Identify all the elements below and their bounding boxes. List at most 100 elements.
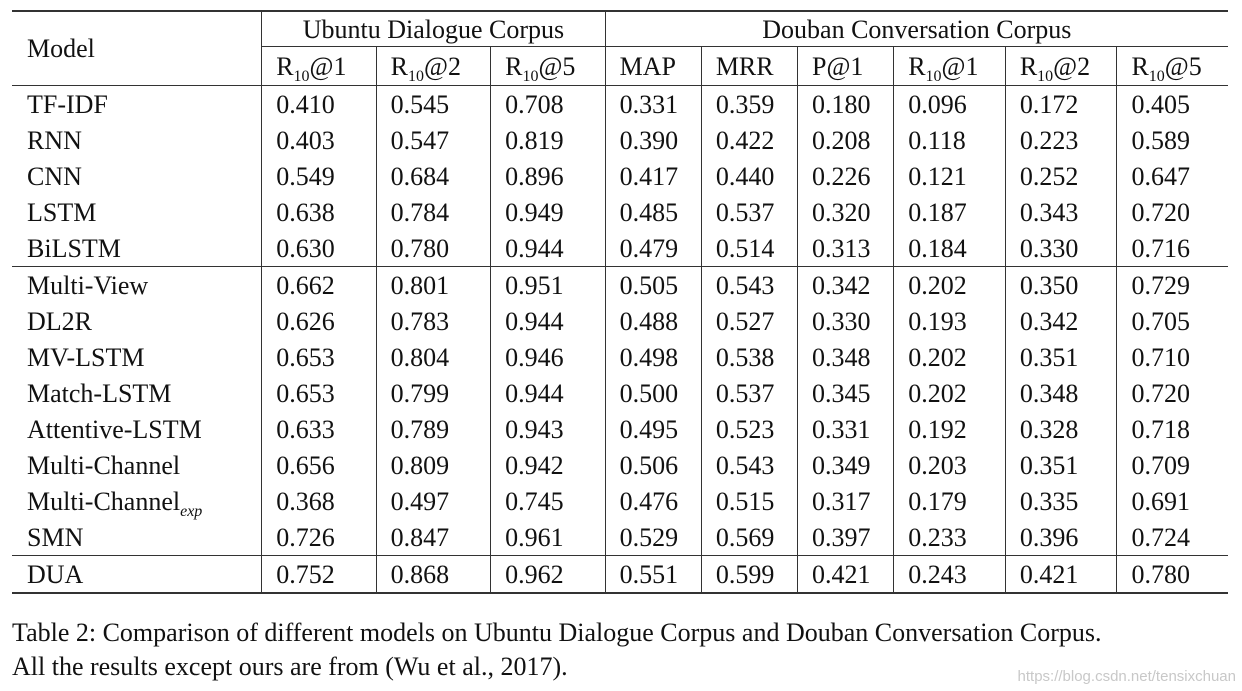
metric-value-cell: 0.549	[261, 158, 377, 194]
metric-value-cell: 0.343	[1004, 194, 1117, 230]
metric-value-cell: 0.405	[1116, 85, 1228, 122]
metric-value-cell: 0.718	[1116, 411, 1228, 447]
group-header-ubuntu: Ubuntu Dialogue Corpus	[261, 11, 606, 47]
metric-value-cell: 0.505	[604, 266, 702, 303]
metric-value-cell: 0.720	[1116, 375, 1228, 411]
metric-value-cell: 0.780	[375, 230, 491, 267]
metric-value-cell: 0.801	[375, 266, 491, 303]
table-row: Match-LSTM 0.653 0.799 0.944 0.500 0.537 0.345…	[12, 375, 1228, 411]
metric-value-cell: 0.331	[796, 411, 894, 447]
metric-value-cell: 0.896	[490, 158, 606, 194]
metric-value-cell: 0.500	[604, 375, 702, 411]
metric-value-cell: 0.179	[893, 483, 1006, 519]
metric-value-cell: 0.121	[893, 158, 1006, 194]
metric-value-cell: 0.944	[490, 230, 606, 267]
metric-value-cell: 0.868	[375, 555, 491, 593]
metric-value-cell: 0.710	[1116, 339, 1228, 375]
model-name-cell: Attentive-LSTM	[27, 414, 202, 444]
metric-value-cell: 0.396	[1004, 519, 1117, 556]
table-caption: Table 2: Comparison of different models …	[12, 616, 1230, 684]
table-row: RNN 0.403 0.547 0.819 0.390 0.422 0.208 0.118 0.…	[12, 122, 1228, 158]
metric-value-cell: 0.403	[261, 122, 377, 158]
metric-value-cell: 0.348	[1004, 375, 1117, 411]
table-row: Attentive-LSTM 0.633 0.789 0.943 0.495 0.523 0…	[12, 411, 1228, 447]
metric-value-cell: 0.390	[604, 122, 702, 158]
metric-value-cell: 0.351	[1004, 339, 1117, 375]
metric-value-cell: 0.203	[893, 447, 1006, 483]
metric-header: R10@1	[893, 46, 1006, 86]
metric-value-cell: 0.331	[604, 85, 702, 122]
metric-value-cell: 0.780	[1116, 555, 1228, 593]
table-row: DUA 0.752 0.868 0.962 0.551 0.599 0.421 0.243 0.…	[12, 555, 1228, 593]
metric-value-cell: 0.783	[375, 303, 491, 339]
model-name-cell: Multi-Channel	[27, 450, 181, 480]
metric-value-cell: 0.498	[604, 339, 702, 375]
metric-value-cell: 0.944	[490, 303, 606, 339]
metric-value-cell: 0.180	[796, 85, 894, 122]
metric-value-cell: 0.335	[1004, 483, 1117, 519]
model-name-cell: LSTM	[27, 197, 97, 227]
metric-header: P@1	[796, 46, 894, 86]
metric-value-cell: 0.351	[1004, 447, 1117, 483]
model-name-cell: BiLSTM	[27, 233, 121, 263]
metric-value-cell: 0.647	[1116, 158, 1228, 194]
table-row: Multi-Channel 0.656 0.809 0.942 0.506 0.543 0.…	[12, 447, 1228, 483]
metric-value-cell: 0.789	[375, 411, 491, 447]
metric-value-cell: 0.514	[700, 230, 798, 267]
metric-value-cell: 0.716	[1116, 230, 1228, 267]
metric-value-cell: 0.476	[604, 483, 702, 519]
metric-value-cell: 0.187	[893, 194, 1006, 230]
metric-value-cell: 0.537	[700, 194, 798, 230]
metric-value-cell: 0.691	[1116, 483, 1228, 519]
model-name-cell: DL2R	[27, 306, 92, 336]
watermark-url: https://blog.csdn.net/tensixchuan	[1017, 668, 1236, 685]
model-name-cell: RNN	[27, 125, 82, 155]
metric-value-cell: 0.422	[700, 122, 798, 158]
metric-header: R10@1	[261, 46, 377, 86]
metric-value-cell: 0.569	[700, 519, 798, 556]
metric-value-cell: 0.118	[893, 122, 1006, 158]
metric-value-cell: 0.724	[1116, 519, 1228, 556]
model-name-cell: Multi-View	[27, 270, 149, 300]
metric-value-cell: 0.328	[1004, 411, 1117, 447]
metric-value-cell: 0.330	[796, 303, 894, 339]
metric-value-cell: 0.349	[796, 447, 894, 483]
metric-value-cell: 0.495	[604, 411, 702, 447]
model-name-cell: TF-IDF	[27, 89, 108, 119]
metric-value-cell: 0.410	[261, 85, 377, 122]
metric-value-cell: 0.705	[1116, 303, 1228, 339]
metric-value-cell: 0.708	[490, 85, 606, 122]
metric-header: R10@5	[1116, 46, 1228, 86]
metric-value-cell: 0.368	[261, 483, 377, 519]
metric-value-cell: 0.942	[490, 447, 606, 483]
metric-value-cell: 0.630	[261, 230, 377, 267]
metric-value-cell: 0.599	[700, 555, 798, 593]
metric-value-cell: 0.479	[604, 230, 702, 267]
metric-value-cell: 0.421	[796, 555, 894, 593]
metric-value-cell: 0.485	[604, 194, 702, 230]
metric-value-cell: 0.799	[375, 375, 491, 411]
metric-value-cell: 0.638	[261, 194, 377, 230]
metric-value-cell: 0.653	[261, 339, 377, 375]
metric-value-cell: 0.529	[604, 519, 702, 556]
table-row: TF-IDF 0.410 0.545 0.708 0.331 0.359 0.180 0.09…	[12, 85, 1228, 122]
metric-value-cell: 0.729	[1116, 266, 1228, 303]
group-header-douban: Douban Conversation Corpus	[604, 11, 1228, 47]
metric-value-cell: 0.192	[893, 411, 1006, 447]
model-column-header: Model	[27, 34, 95, 63]
metric-value-cell: 0.208	[796, 122, 894, 158]
metric-value-cell: 0.223	[1004, 122, 1117, 158]
model-name-cell: Match-LSTM	[27, 378, 172, 408]
metric-value-cell: 0.330	[1004, 230, 1117, 267]
metric-value-cell: 0.784	[375, 194, 491, 230]
metric-value-cell: 0.342	[796, 266, 894, 303]
metric-value-cell: 0.709	[1116, 447, 1228, 483]
caption-line-2: All the results except ours are from (Wu…	[12, 652, 568, 681]
metric-value-cell: 0.202	[893, 375, 1006, 411]
metric-value-cell: 0.943	[490, 411, 606, 447]
metric-value-cell: 0.819	[490, 122, 606, 158]
metric-value-cell: 0.342	[1004, 303, 1117, 339]
metric-value-cell: 0.096	[893, 85, 1006, 122]
table-row: Multi-Channelexp 0.368 0.497 0.745 0.476 0.51…	[12, 483, 1228, 519]
table-row: DL2R 0.626 0.783 0.944 0.488 0.527 0.330 0.193 0…	[12, 303, 1228, 339]
